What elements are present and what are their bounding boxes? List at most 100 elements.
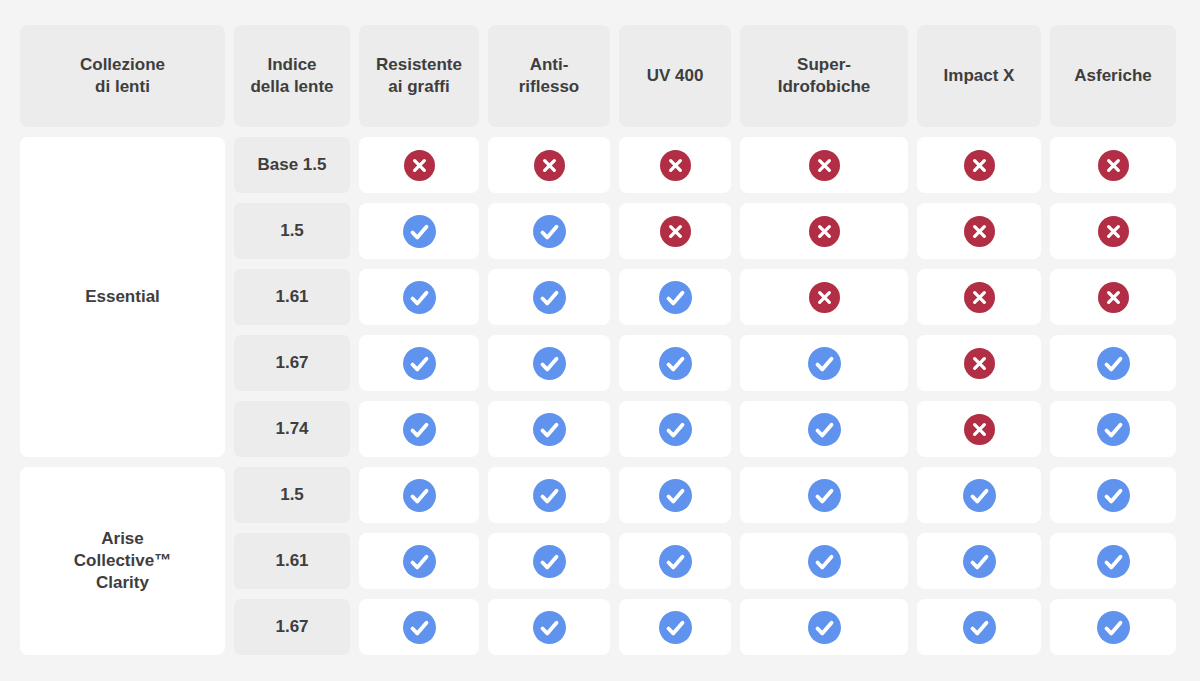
feature-cell (488, 599, 610, 655)
feature-cell (359, 533, 479, 589)
cross-icon (1098, 282, 1129, 313)
check-icon (963, 545, 996, 578)
feature-cell (917, 269, 1041, 325)
cross-icon (1098, 150, 1129, 181)
feature-cell (917, 335, 1041, 391)
feature-cell (740, 203, 908, 259)
feature-cell (740, 401, 908, 457)
index-cell: 1.5 (234, 467, 350, 523)
feature-cell (917, 137, 1041, 193)
feature-cell (359, 599, 479, 655)
feature-cell (619, 137, 731, 193)
feature-cell (1050, 137, 1176, 193)
feature-cell (917, 599, 1041, 655)
index-cell: 1.61 (234, 269, 350, 325)
feature-cell (740, 533, 908, 589)
feature-cell (488, 401, 610, 457)
feature-cell (619, 269, 731, 325)
feature-cell (488, 335, 610, 391)
feature-cell (619, 335, 731, 391)
feature-cell (359, 137, 479, 193)
check-icon (533, 611, 566, 644)
feature-cell (1050, 203, 1176, 259)
check-icon (533, 413, 566, 446)
check-icon (403, 545, 436, 578)
header-cell-super-hydrophobic: Super- Idrofobiche (740, 25, 908, 127)
feature-cell (488, 533, 610, 589)
cross-icon (534, 150, 565, 181)
cross-icon (809, 216, 840, 247)
feature-cell (488, 467, 610, 523)
check-icon (403, 611, 436, 644)
check-icon (403, 413, 436, 446)
feature-cell (1050, 401, 1176, 457)
cross-icon (964, 282, 995, 313)
cross-icon (1098, 216, 1129, 247)
check-icon (533, 281, 566, 314)
feature-cell (619, 467, 731, 523)
feature-cell (488, 137, 610, 193)
feature-cell (359, 203, 479, 259)
check-icon (659, 347, 692, 380)
collection-cell: Arise Collective™ Clarity (20, 467, 225, 655)
cross-icon (809, 150, 840, 181)
feature-cell (740, 269, 908, 325)
check-icon (533, 215, 566, 248)
check-icon (659, 611, 692, 644)
feature-cell (917, 533, 1041, 589)
feature-cell (359, 335, 479, 391)
cross-icon (660, 150, 691, 181)
index-cell: 1.67 (234, 335, 350, 391)
check-icon (808, 611, 841, 644)
feature-cell (359, 401, 479, 457)
check-icon (808, 347, 841, 380)
cross-icon (964, 216, 995, 247)
feature-cell (740, 335, 908, 391)
index-cell: 1.74 (234, 401, 350, 457)
check-icon (659, 281, 692, 314)
check-icon (1097, 545, 1130, 578)
check-icon (963, 479, 996, 512)
feature-cell (740, 137, 908, 193)
feature-cell (359, 467, 479, 523)
feature-cell (1050, 335, 1176, 391)
check-icon (1097, 611, 1130, 644)
feature-cell (917, 467, 1041, 523)
header-cell-anti-reflective: Anti- riflesso (488, 25, 610, 127)
check-icon (808, 413, 841, 446)
feature-cell (488, 203, 610, 259)
check-icon (659, 545, 692, 578)
cross-icon (660, 216, 691, 247)
cross-icon (964, 348, 995, 379)
index-cell: 1.61 (234, 533, 350, 589)
feature-cell (740, 599, 908, 655)
check-icon (533, 545, 566, 578)
check-icon (808, 479, 841, 512)
feature-cell (917, 203, 1041, 259)
check-icon (533, 479, 566, 512)
index-cell: 1.67 (234, 599, 350, 655)
header-cell-index: Indice della lente (234, 25, 350, 127)
cross-icon (964, 150, 995, 181)
header-cell-impact-x: Impact X (917, 25, 1041, 127)
cross-icon (964, 414, 995, 445)
header-cell-uv400: UV 400 (619, 25, 731, 127)
check-icon (1097, 347, 1130, 380)
index-cell: 1.5 (234, 203, 350, 259)
index-cell: Base 1.5 (234, 137, 350, 193)
check-icon (1097, 479, 1130, 512)
header-cell-collection: Collezione di lenti (20, 25, 225, 127)
lens-comparison-table: Collezione di lenti Indice della lente R… (0, 0, 1200, 681)
check-icon (403, 479, 436, 512)
collection-cell: Essential (20, 137, 225, 457)
feature-cell (619, 401, 731, 457)
check-icon (659, 413, 692, 446)
check-icon (963, 611, 996, 644)
feature-cell (488, 269, 610, 325)
cross-icon (809, 282, 840, 313)
check-icon (403, 215, 436, 248)
feature-cell (1050, 467, 1176, 523)
feature-cell (619, 203, 731, 259)
feature-cell (619, 599, 731, 655)
header-cell-aspheric: Asferiche (1050, 25, 1176, 127)
